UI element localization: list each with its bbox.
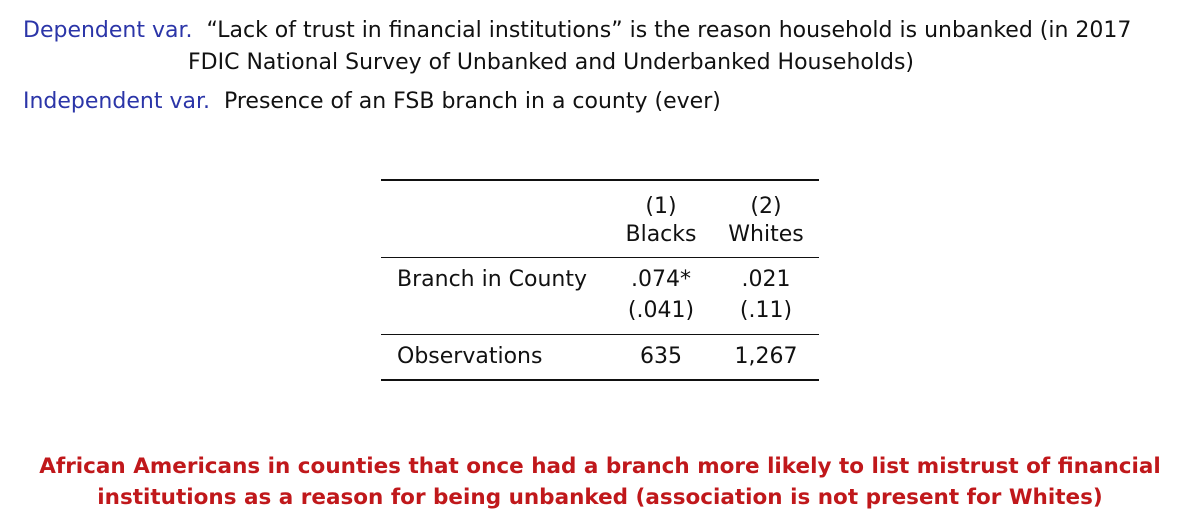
independent-variable-line: Independent var. Presence of an FSB bran…: [23, 91, 721, 113]
table-header-rule: [381, 257, 819, 258]
observations-blacks: 635: [640, 344, 682, 369]
standard-error-blacks: (.041): [627, 298, 695, 323]
dependent-var-text-continued: FDIC National Survey of Unbanked and Und…: [188, 50, 914, 75]
conclusion-line-1: African Americans in counties that once …: [39, 454, 1161, 479]
column-2-header: Whites: [728, 222, 804, 247]
dependent-variable-line: Dependent var. “Lack of trust in financi…: [23, 20, 1131, 42]
dependent-var-label: Dependent var.: [23, 18, 193, 43]
observations-whites: 1,267: [734, 344, 798, 369]
dependent-variable-line-continued: FDIC National Survey of Unbanked and Und…: [188, 52, 914, 74]
dependent-var-text: “Lack of trust in financial institutions…: [206, 18, 1132, 43]
column-1-header: Blacks: [625, 222, 697, 247]
standard-error-whites: (.11): [739, 298, 793, 323]
table-top-rule: [381, 179, 819, 181]
row-label-branch-in-county: Branch in County: [397, 267, 587, 292]
coefficient-whites: .021: [741, 267, 791, 292]
table-bottom-rule: [381, 379, 819, 381]
independent-var-label: Independent var.: [23, 89, 210, 114]
independent-var-text: Presence of an FSB branch in a county (e…: [223, 89, 721, 114]
table-body-rule: [381, 334, 819, 335]
row-label-observations: Observations: [397, 344, 543, 369]
column-1-number: (1): [645, 194, 677, 219]
coefficient-blacks: .074*: [631, 267, 691, 292]
column-2-number: (2): [750, 194, 782, 219]
conclusion-line-2: institutions as a reason for being unban…: [97, 485, 1103, 510]
